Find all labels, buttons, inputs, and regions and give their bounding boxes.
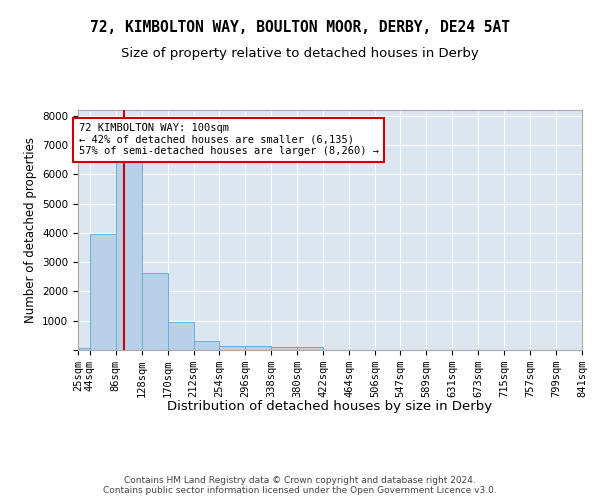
Bar (271, 348, 297, 350)
Text: Contains HM Land Registry data © Crown copyright and database right 2024.
Contai: Contains HM Land Registry data © Crown c… (103, 476, 497, 495)
Y-axis label: Number of detached properties: Number of detached properties (23, 137, 37, 323)
Bar (220, 346, 245, 350)
Bar (245, 346, 271, 350)
Text: 72, KIMBOLTON WAY, BOULTON MOOR, DERBY, DE24 5AT: 72, KIMBOLTON WAY, BOULTON MOOR, DERBY, … (90, 20, 510, 35)
Text: 72 KIMBOLTON WAY: 100sqm
← 42% of detached houses are smaller (6,135)
57% of sem: 72 KIMBOLTON WAY: 100sqm ← 42% of detach… (79, 123, 379, 156)
Bar (116, 157, 142, 350)
Bar (297, 348, 323, 350)
Bar (142, 274, 167, 350)
Bar (78, 348, 90, 350)
Bar (90, 234, 116, 350)
Bar (193, 341, 220, 350)
X-axis label: Distribution of detached houses by size in Derby: Distribution of detached houses by size … (167, 400, 493, 413)
Text: Size of property relative to detached houses in Derby: Size of property relative to detached ho… (121, 48, 479, 60)
Bar (167, 322, 193, 350)
